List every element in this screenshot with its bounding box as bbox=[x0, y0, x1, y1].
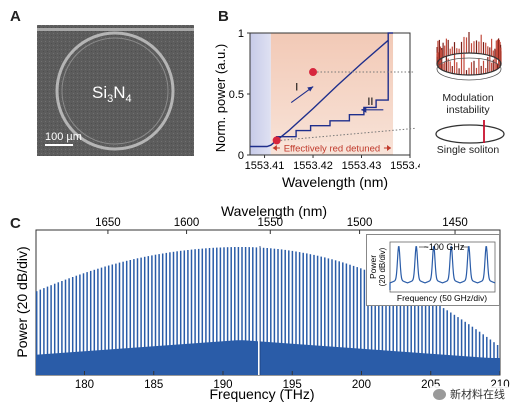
mi-ring bbox=[436, 52, 502, 76]
c-inset-x-title: Frequency (50 GHz/div) bbox=[397, 293, 487, 303]
c-x-tick-label: 200 bbox=[352, 379, 371, 391]
b-x-tick-label: 1553.41 bbox=[245, 160, 285, 172]
c-top-tick-label: 1600 bbox=[174, 217, 200, 229]
c-inset-spacing-label: ~100 GHz bbox=[424, 242, 465, 252]
panel-b-letter: B bbox=[218, 8, 229, 25]
bus-waveguide bbox=[37, 28, 194, 31]
b-x-tick-label: 1553.43 bbox=[342, 160, 382, 172]
c-top-axis-title: Wavelength (nm) bbox=[221, 203, 327, 219]
b-arrowhead-ii bbox=[361, 106, 367, 113]
c-y-axis-title: Power (20 dB/div) bbox=[14, 246, 30, 357]
b-x-axis-title: Wavelength (nm) bbox=[282, 174, 388, 190]
c-noise-floor bbox=[36, 340, 500, 375]
b-y-tick-label: 0 bbox=[238, 150, 244, 162]
ring-inner-edge bbox=[61, 37, 169, 145]
soliton-inset-label: Single soliton bbox=[436, 144, 500, 156]
c-top-tick-label: 1450 bbox=[442, 217, 468, 229]
material-label: Si3N4 bbox=[92, 83, 132, 105]
b-series-ii bbox=[276, 32, 393, 141]
ring-resonator bbox=[55, 31, 175, 151]
c-inset: ~100 GHz Power (20 dB/div) Frequency (50… bbox=[366, 234, 500, 306]
c-top-tick-label: 1550 bbox=[257, 217, 283, 229]
b-marker-2 bbox=[272, 136, 281, 145]
b-y-tick-label: 1 bbox=[238, 28, 244, 40]
b-region-arrowhead-right bbox=[387, 145, 392, 151]
panel-a-micrograph: Si3N4 100 µm bbox=[37, 25, 194, 156]
b-label-i: I bbox=[295, 82, 298, 94]
c-inset-plot-box bbox=[389, 241, 496, 293]
panel-c-letter: C bbox=[10, 215, 21, 232]
mi-inset-label: Modulation instability bbox=[424, 92, 512, 116]
panel-b-chart: 1553.41 1553.42 1553.43 1553.44 0 0.5 1 Effecti… bbox=[213, 28, 420, 190]
c-inset-spectrum bbox=[389, 246, 496, 290]
c-x-tick-label: 185 bbox=[144, 379, 163, 391]
scale-bar-label: 100 µm bbox=[45, 131, 82, 143]
b-label-ii: II bbox=[367, 96, 373, 108]
b-x-tick-label: 1553.44 bbox=[390, 160, 420, 172]
mi-label-line2: instability bbox=[446, 104, 490, 116]
b-arrowhead-i bbox=[307, 86, 314, 92]
b-region-arrowhead-left bbox=[272, 145, 277, 151]
b-y-axis-title: Norm. power (a.u.) bbox=[213, 44, 228, 152]
b-series-i bbox=[250, 39, 389, 148]
c-top-tick-label: 1650 bbox=[95, 217, 121, 229]
mi-label-line1: Modulation bbox=[442, 92, 494, 104]
soliton-inset-ring bbox=[435, 120, 505, 144]
b-leader-soliton bbox=[280, 127, 416, 141]
c-x-tick-label: 195 bbox=[283, 379, 302, 391]
watermark: 新材料在线 bbox=[430, 386, 508, 402]
c-top-tick-label: 1500 bbox=[347, 217, 373, 229]
b-y-tick-label: 0.5 bbox=[229, 89, 244, 101]
b-marker-1 bbox=[309, 68, 318, 77]
b-region-label: Effectively red detuned bbox=[284, 144, 380, 155]
soliton-ring bbox=[435, 124, 505, 144]
c-bottom-axis-title: Frequency (THz) bbox=[209, 386, 314, 402]
b-x-tick-label: 1553.42 bbox=[293, 160, 333, 172]
wechat-icon bbox=[433, 388, 446, 400]
mi-ring-base bbox=[436, 57, 502, 81]
c-x-tick-label: 190 bbox=[213, 379, 232, 391]
c-inset-y-title-1: Power bbox=[368, 255, 378, 279]
watermark-text: 新材料在线 bbox=[450, 388, 505, 401]
c-x-tick-label: 180 bbox=[75, 379, 94, 391]
c-inset-y-title-2: (20 dB/div) bbox=[378, 247, 387, 286]
mi-inset-ring bbox=[436, 32, 502, 81]
panel-a-letter: A bbox=[10, 8, 21, 25]
b-blue-region bbox=[250, 33, 271, 155]
b-region-label-bg bbox=[279, 142, 384, 153]
